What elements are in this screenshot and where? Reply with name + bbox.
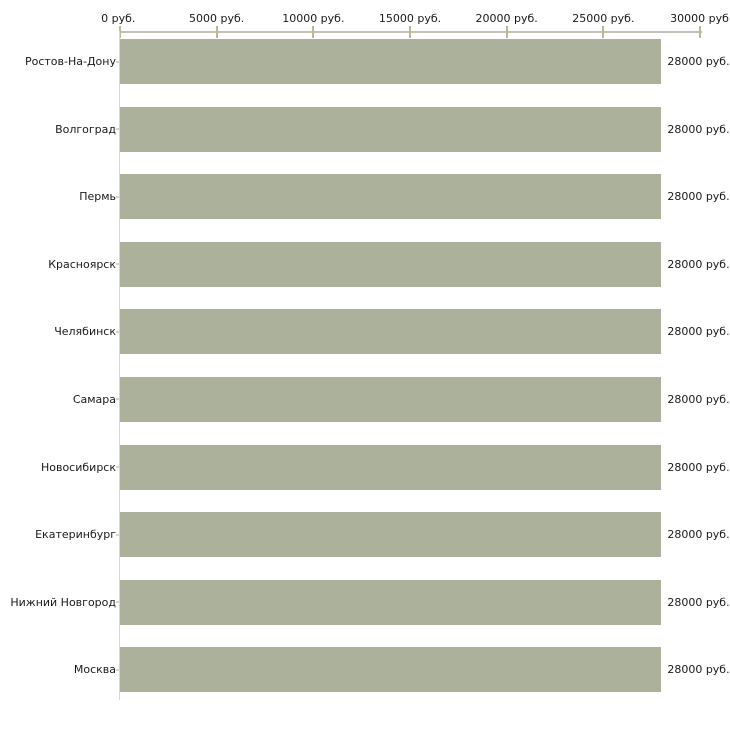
category-label: Нижний Новгород <box>10 595 116 609</box>
value-label: 28000 руб. <box>667 55 730 68</box>
bar <box>120 579 662 625</box>
value-label: 28000 руб. <box>667 325 730 339</box>
category-tick-mark <box>116 195 121 198</box>
bar <box>120 241 662 287</box>
bar <box>120 174 662 220</box>
x-axis-tick-label: 5000 руб. <box>189 12 245 25</box>
category-tick-mark <box>116 533 121 536</box>
category-tick-mark <box>116 466 121 469</box>
category-tick-mark <box>116 128 121 131</box>
bar <box>120 309 662 355</box>
category-label: Екатеринбург <box>35 528 116 542</box>
bar <box>120 512 662 558</box>
x-axis-tick-label: 25000 руб. <box>572 12 635 25</box>
y-axis-line <box>119 31 120 700</box>
x-axis-tick-label: 20000 руб. <box>475 12 538 25</box>
x-axis-line <box>120 31 702 33</box>
bar-row: Самара 28000 руб. <box>0 376 730 422</box>
bar-row: Волгоград 28000 руб. <box>0 106 730 152</box>
x-axis-tick-mark <box>699 26 701 38</box>
value-label: 28000 руб. <box>667 392 730 406</box>
value-label: 28000 руб. <box>667 460 730 474</box>
value-label: 28000 руб. <box>667 528 730 542</box>
x-axis-tick-mark <box>215 26 218 38</box>
category-label: Волгоград <box>55 122 116 136</box>
bar <box>120 647 662 693</box>
x-axis-tick-mark <box>409 26 411 38</box>
bar <box>120 376 662 422</box>
bar-row: Красноярск 28000 руб. <box>0 241 730 287</box>
x-axis-tick-mark <box>119 26 121 38</box>
x-axis-tick-label: 15000 руб. <box>378 12 442 25</box>
value-label: 28000 руб. <box>667 190 730 204</box>
x-axis-tick-mark <box>505 26 508 38</box>
bar-row: Новосибирск 28000 руб. <box>0 444 730 490</box>
category-tick-mark <box>116 398 121 401</box>
value-label: 28000 руб. <box>667 257 730 271</box>
x-axis-tick-label: 30000 руб. <box>670 12 730 25</box>
bar-row: Екатеринбург 28000 руб. <box>0 512 730 558</box>
category-label: Пермь <box>79 190 116 204</box>
bar <box>120 444 662 490</box>
bar-rows: Ростов-На-Дону 28000 руб. Волгоград 2800… <box>0 39 730 715</box>
value-label: 28000 руб. <box>667 122 730 136</box>
category-tick-mark <box>116 330 121 333</box>
category-tick-mark <box>116 263 121 266</box>
bar <box>120 39 662 84</box>
value-label: 28000 руб. <box>667 595 730 609</box>
bar-row: Ростов-На-Дону 28000 руб. <box>0 39 730 84</box>
category-label: Челябинск <box>54 325 116 339</box>
bar <box>120 106 662 152</box>
x-axis-tick-label: 0 руб. <box>101 12 136 25</box>
category-label: Самара <box>72 392 116 406</box>
category-label: Ростов-На-Дону <box>24 55 116 68</box>
category-label: Москва <box>73 663 116 677</box>
x-axis-tick-mark <box>312 26 315 38</box>
bar-row: Пермь 28000 руб. <box>0 174 730 220</box>
x-axis-tick-mark <box>602 26 605 38</box>
value-label: 28000 руб. <box>667 663 730 677</box>
x-axis-tick-label: 10000 руб. <box>282 12 345 25</box>
category-tick-mark <box>116 60 121 63</box>
bar-row: Челябинск 28000 руб. <box>0 309 730 355</box>
bar-row: Москва 28000 руб. <box>0 647 730 693</box>
category-label: Красноярск <box>48 257 116 271</box>
x-axis: 0 руб. 5000 руб. 10000 руб. 15000 руб. 2… <box>0 0 730 26</box>
category-tick-mark <box>116 601 121 604</box>
category-label: Новосибирск <box>40 460 116 474</box>
category-tick-mark <box>116 668 121 671</box>
bar-row: Нижний Новгород 28000 руб. <box>0 579 730 625</box>
